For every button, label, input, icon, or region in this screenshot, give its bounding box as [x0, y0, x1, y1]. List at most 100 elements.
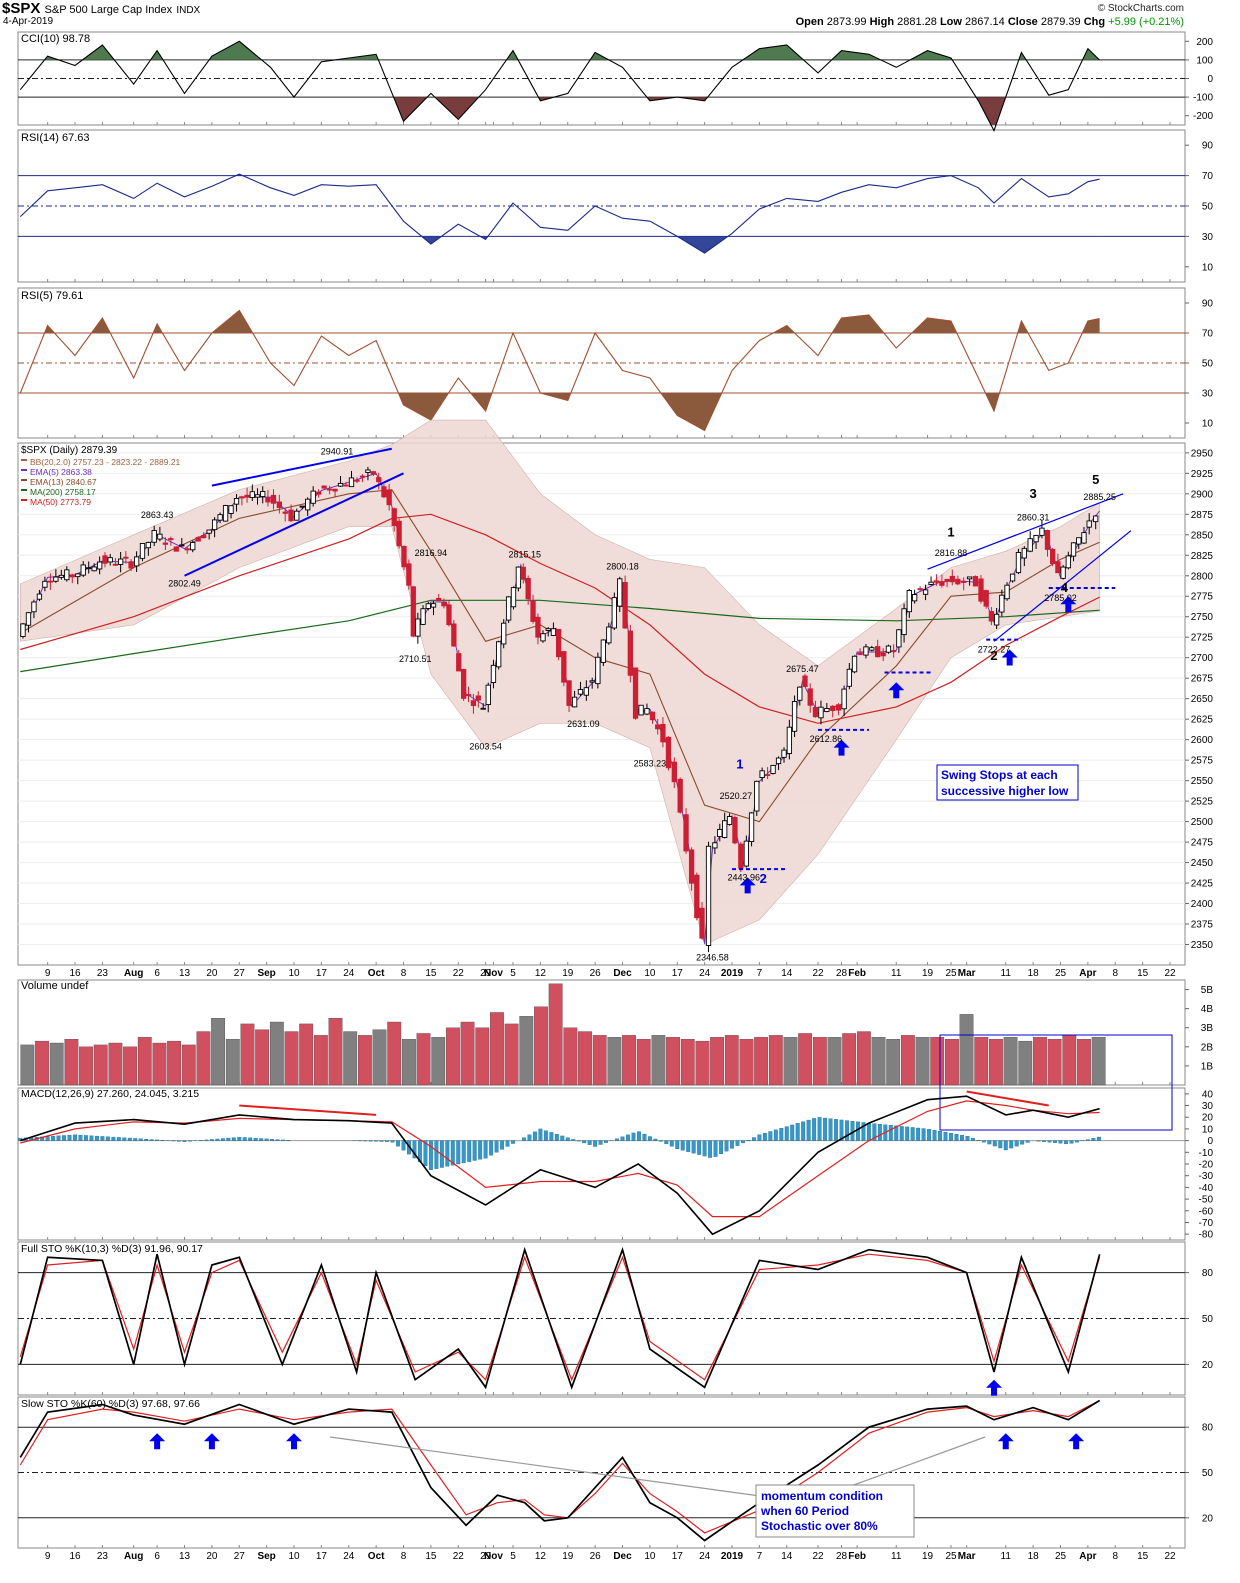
macd-histogram-bar	[1058, 1140, 1063, 1144]
y-axis-tick-label: 90	[1202, 141, 1214, 152]
volume-bar	[930, 1037, 945, 1086]
macd-histogram-bar	[949, 1132, 953, 1141]
macd-histogram-bar	[94, 1135, 99, 1141]
candle-body	[179, 544, 185, 547]
y-axis-tick-label: 80	[1202, 1268, 1214, 1279]
macd-histogram-bar	[259, 1138, 264, 1141]
macd-histogram-bar	[127, 1137, 132, 1141]
candle-body	[611, 597, 617, 629]
y-axis-tick-label: 30	[1202, 232, 1214, 243]
high-label: High	[869, 16, 895, 28]
wave-label: 3	[1030, 486, 1037, 501]
x-axis-tick-label: 19	[922, 1551, 934, 1562]
momentum-callout-text: momentum condition	[761, 1489, 883, 1503]
macd-histogram-bar	[549, 1132, 554, 1141]
macd-histogram-bar	[927, 1129, 932, 1141]
x-axis-tick-label: 16	[69, 968, 81, 979]
candle-body	[555, 628, 562, 658]
candle-body	[694, 874, 700, 919]
macd-histogram-bar	[686, 1140, 691, 1152]
candle-body	[688, 849, 695, 884]
macd-histogram-bar	[511, 1140, 515, 1144]
brand-label: © StockCharts.com	[1097, 3, 1184, 14]
macd-histogram-bar	[461, 1140, 466, 1163]
rsi14-overbought-fill	[235, 174, 243, 176]
volume-bar	[754, 1037, 769, 1086]
candle-body	[1039, 527, 1045, 536]
y-axis-tick-label: 90	[1202, 299, 1214, 310]
open-label: Open	[795, 16, 824, 28]
macd-histogram-bar	[1047, 1140, 1052, 1143]
candle-body	[396, 520, 402, 547]
candle-body	[540, 633, 546, 642]
stochastic-arrow	[997, 1433, 1014, 1450]
candle-body	[326, 488, 333, 491]
wave-label: 2	[990, 648, 997, 663]
volume-bar	[959, 1014, 974, 1086]
candle-body	[791, 701, 798, 732]
y-axis-tick-label: 2775	[1191, 592, 1214, 603]
macd-histogram-bar	[565, 1137, 570, 1141]
slowsto-title: Slow STO %K(60) %D(3) 97.68, 97.66	[21, 1398, 200, 1410]
macd-histogram-bar	[598, 1140, 603, 1145]
candle-body	[91, 566, 97, 572]
x-axis-tick-label: 14	[781, 968, 793, 979]
macd-histogram-bar	[626, 1134, 630, 1141]
macd-histogram-bar	[823, 1117, 828, 1141]
wave-label: 2	[760, 871, 767, 886]
macd-histogram-bar	[817, 1117, 822, 1141]
volume-bar	[724, 1035, 739, 1086]
candle-body	[1081, 532, 1087, 544]
candle-body	[1050, 548, 1056, 564]
x-axis-tick-label: 11	[1001, 968, 1012, 979]
volume-bar	[504, 1023, 519, 1086]
volume-bar	[1047, 1039, 1062, 1086]
callout-pointer	[839, 1436, 986, 1491]
swing-stop-callout-box	[936, 764, 1079, 801]
candle-body	[480, 707, 486, 710]
candle-body	[665, 736, 672, 769]
candle-body	[1086, 520, 1092, 528]
volume-bar	[64, 1039, 79, 1086]
candle-body	[722, 820, 728, 838]
candle-body	[561, 651, 567, 683]
candle-body	[955, 578, 961, 585]
macd-histogram-bar	[965, 1136, 970, 1141]
x-axis-tick-label: 28	[836, 968, 848, 979]
candle-body	[600, 639, 606, 663]
y-axis-tick-label: 50	[1202, 359, 1214, 370]
macd-histogram-bar	[658, 1140, 663, 1142]
candle-body	[195, 537, 201, 542]
y-axis-tick-label: -80	[1199, 1230, 1214, 1241]
candle-body	[550, 628, 557, 636]
candle-body	[470, 700, 477, 707]
rsi5-oversold-fill	[20, 393, 1100, 431]
macd-histogram-bar	[149, 1139, 154, 1141]
x-axis-tick-label: 15	[425, 1551, 437, 1562]
macd-histogram-bar	[248, 1137, 253, 1141]
volume-bar	[592, 1035, 607, 1086]
candle-body	[348, 477, 355, 488]
upper-channel-trendline	[211, 447, 392, 487]
macd-histogram-bar	[538, 1128, 543, 1141]
macd-histogram-bar	[231, 1137, 236, 1141]
cci-overbought-fill	[44, 41, 1100, 60]
candle-body	[660, 723, 666, 743]
wave-label: 1	[947, 524, 954, 539]
candle-body	[501, 622, 507, 645]
x-axis-tick-label: 10	[288, 1551, 300, 1562]
candle-body	[1070, 542, 1077, 557]
x-axis-tick-label: 29	[480, 968, 492, 979]
price-title: $SPX (Daily) 2879.39	[21, 445, 118, 456]
candle-body	[239, 496, 245, 499]
candle-body	[475, 695, 481, 701]
macd-signal-line	[20, 1100, 1100, 1218]
momentum-callout-text: when 60 Period	[760, 1504, 849, 1518]
candle-body	[830, 705, 836, 712]
price-label: 2675.47	[786, 664, 819, 674]
candle-body	[978, 578, 984, 602]
legend-swatch	[21, 499, 27, 501]
macd-histogram-bar	[910, 1127, 915, 1141]
macd-histogram-bar	[839, 1119, 844, 1141]
y-axis-tick-label: -60	[1199, 1206, 1214, 1217]
